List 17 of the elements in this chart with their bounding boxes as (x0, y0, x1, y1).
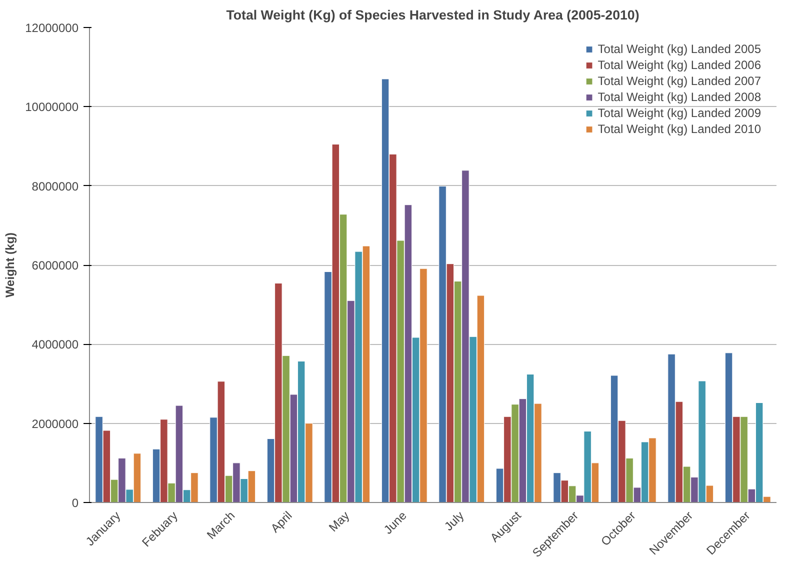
y-axis-title: Weight (kg) (3, 232, 18, 298)
legend-label: Total Weight (kg) Landed 2007 (598, 74, 761, 88)
legend-label: Total Weight (kg) Landed 2005 (598, 42, 761, 56)
y-tick-label: 12000000 (25, 21, 79, 35)
chart-title: Total Weight (Kg) of Species Harvested in Study Area (2005-2010) (226, 8, 640, 22)
y-tick-label: 6000000 (32, 258, 79, 272)
x-tick-label: May (326, 508, 352, 534)
x-tick-label: July (442, 508, 467, 534)
y-tick-label: 4000000 (32, 338, 79, 352)
legend-label: Total Weight (kg) Landed 2006 (598, 58, 761, 72)
y-tick-label: 8000000 (32, 179, 79, 194)
y-tick-label: 0 (72, 496, 79, 510)
y-tick-label: 2000000 (32, 416, 79, 431)
y-tick-label: 10000000 (25, 100, 79, 114)
legend-label: Total Weight (kg) Landed 2010 (598, 122, 761, 136)
legend-label: Total Weight (kg) Landed 2008 (598, 90, 761, 104)
legend-label: Total Weight (kg) Landed 2009 (598, 106, 761, 120)
